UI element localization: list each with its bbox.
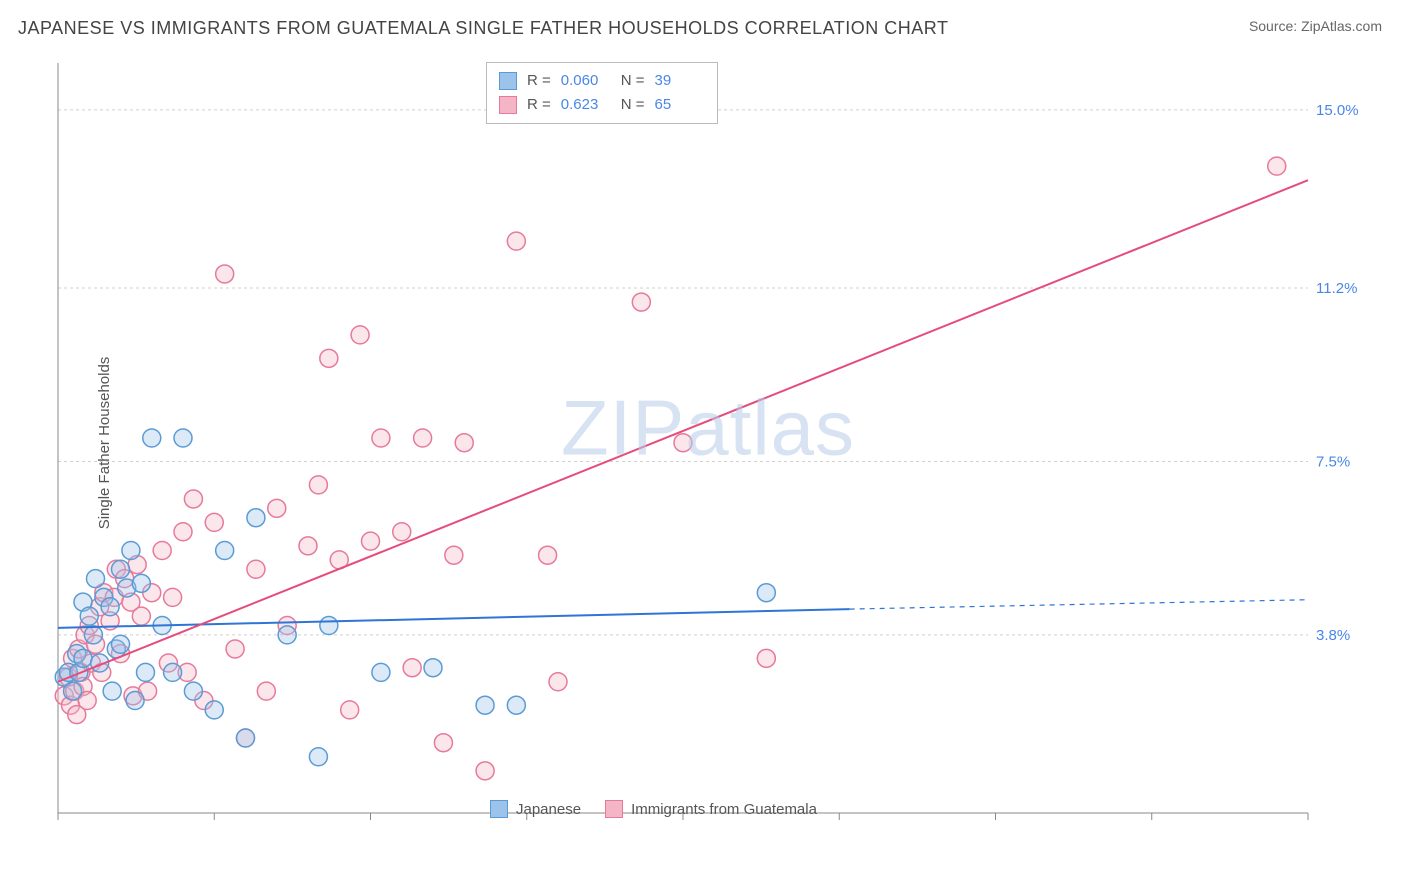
plot-area: Single Father Households ZIPatlas 3.8%7.…: [48, 58, 1368, 828]
legend-item-japanese: Japanese: [490, 800, 581, 818]
swatch-guatemala: [499, 96, 517, 114]
stat-row-guatemala: R = 0.623 N = 65: [499, 93, 705, 117]
swatch-japanese: [499, 72, 517, 90]
bottom-legend: Japanese Immigrants from Guatemala: [490, 800, 817, 818]
scatter-chart: 3.8%7.5%11.2%15.0%0.0%60.0%: [48, 58, 1368, 828]
svg-text:7.5%: 7.5%: [1316, 453, 1350, 470]
r-label: R =: [527, 93, 551, 117]
r-value-guatemala: 0.623: [561, 93, 611, 117]
legend-label-guatemala: Immigrants from Guatemala: [631, 801, 817, 818]
n-value-japanese: 39: [655, 69, 705, 93]
r-label: R =: [527, 69, 551, 93]
yaxis-label: Single Father Households: [96, 357, 113, 530]
stat-box: R = 0.060 N = 39 R = 0.623 N = 65: [486, 62, 718, 124]
stat-row-japanese: R = 0.060 N = 39: [499, 69, 705, 93]
source-name: ZipAtlas.com: [1301, 18, 1382, 34]
r-value-japanese: 0.060: [561, 69, 611, 93]
n-value-guatemala: 65: [655, 93, 705, 117]
legend-swatch-japanese: [490, 800, 508, 818]
svg-text:15.0%: 15.0%: [1316, 102, 1359, 119]
legend-item-guatemala: Immigrants from Guatemala: [605, 800, 817, 818]
legend-label-japanese: Japanese: [516, 801, 581, 818]
source-prefix: Source:: [1249, 18, 1301, 34]
n-label: N =: [621, 93, 645, 117]
svg-text:11.2%: 11.2%: [1316, 280, 1357, 297]
legend-swatch-guatemala: [605, 800, 623, 818]
svg-text:3.8%: 3.8%: [1316, 627, 1350, 644]
source-credit: Source: ZipAtlas.com: [1249, 18, 1382, 34]
header: JAPANESE VS IMMIGRANTS FROM GUATEMALA SI…: [0, 0, 1406, 47]
chart-title: JAPANESE VS IMMIGRANTS FROM GUATEMALA SI…: [18, 18, 948, 39]
n-label: N =: [621, 69, 645, 93]
